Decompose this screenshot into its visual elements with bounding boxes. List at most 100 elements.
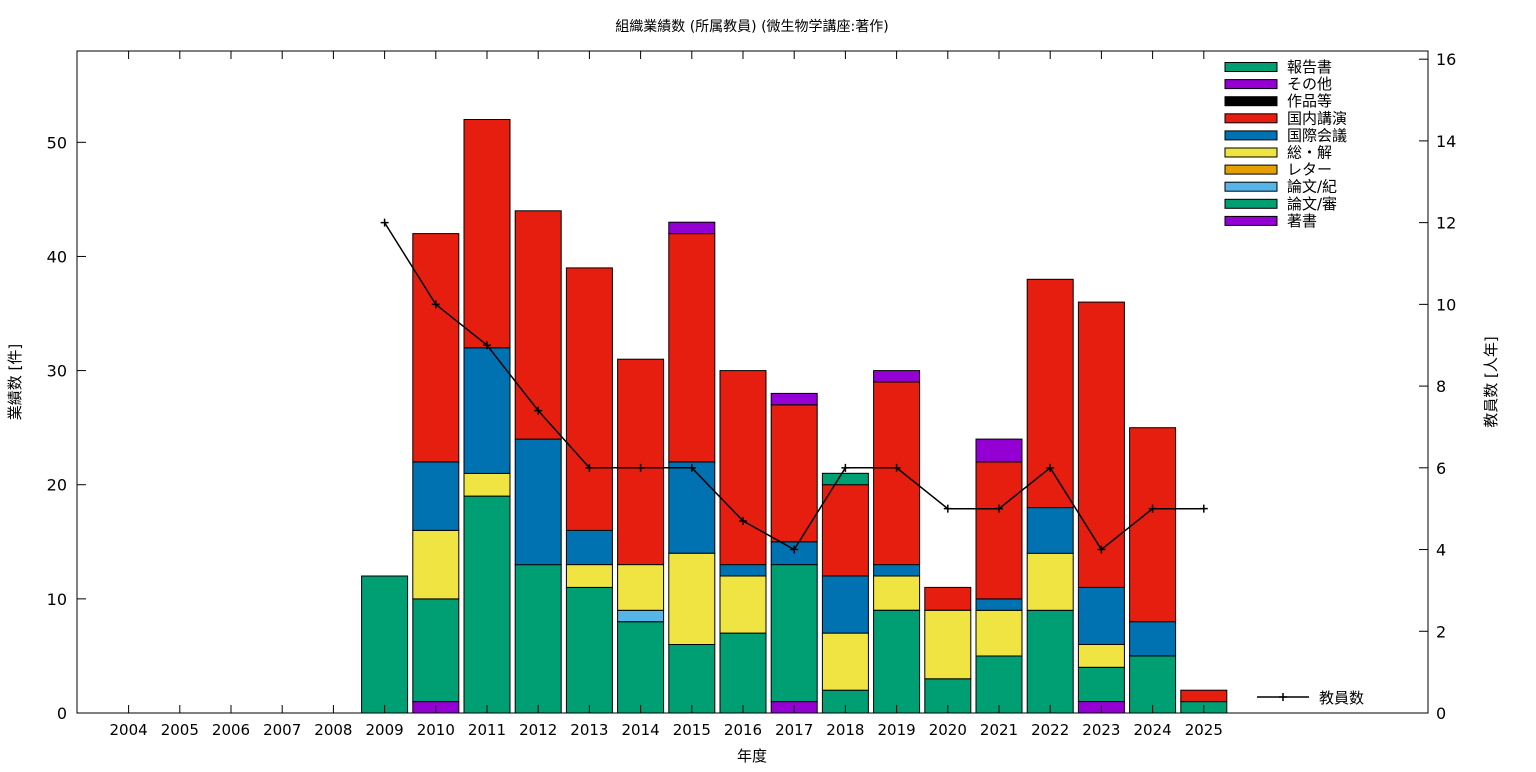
legend-label: 論文/審 xyxy=(1287,195,1337,213)
bar-segment-2015-6 xyxy=(668,233,716,463)
x-tick-label: 2014 xyxy=(622,721,660,739)
bar-segment-2015-5 xyxy=(668,461,716,554)
bar-segment-2023-6 xyxy=(1077,301,1125,588)
legend-label: 報告書 xyxy=(1287,58,1332,76)
faculty-point xyxy=(1046,463,1055,472)
x-tick-label: 2024 xyxy=(1134,721,1172,739)
y2-tick-label: 16 xyxy=(1436,50,1456,69)
bar-segment-2018-9 xyxy=(821,472,869,486)
x-tick-label: 2021 xyxy=(980,721,1018,739)
legend-line-label: 教員数 xyxy=(1319,689,1364,707)
bar-segment-2016-5 xyxy=(719,564,767,577)
bar-segment-2010-5 xyxy=(412,461,460,531)
faculty-point xyxy=(790,545,799,554)
x-tick-label: 2008 xyxy=(314,721,352,739)
bar-segment-2014-2 xyxy=(617,609,665,623)
faculty-point xyxy=(1199,504,1208,513)
x-tick-label: 2009 xyxy=(366,721,404,739)
bar-segment-2015-1 xyxy=(668,644,716,714)
legend-label: 著書 xyxy=(1287,212,1317,230)
bar-segment-2011-6 xyxy=(463,119,511,349)
faculty-point xyxy=(380,218,389,227)
bar-segment-2024-1 xyxy=(1129,655,1177,714)
legend-swatch xyxy=(1224,113,1278,124)
x-axis-label: 年度 xyxy=(737,747,767,765)
bar-segment-2009-1 xyxy=(361,575,409,714)
legend-label: その他 xyxy=(1287,75,1332,93)
faculty-point xyxy=(1148,504,1157,513)
legend-swatch xyxy=(1224,79,1278,90)
faculty-point xyxy=(841,463,850,472)
bar-segment-2019-1 xyxy=(873,609,921,714)
y2-tick-label: 14 xyxy=(1436,132,1456,151)
x-tick-label: 2025 xyxy=(1185,721,1223,739)
bar-segment-2021-5 xyxy=(975,598,1023,611)
y-tick-label: 50 xyxy=(47,133,67,152)
bar-segment-2023-5 xyxy=(1077,586,1125,646)
bar-segment-2020-4 xyxy=(924,609,972,680)
bar-segment-2012-5 xyxy=(514,438,562,566)
faculty-point xyxy=(1097,545,1106,554)
x-tick-label: 2022 xyxy=(1031,721,1069,739)
legend-label: 国際会議 xyxy=(1287,126,1347,144)
bar-segment-2016-6 xyxy=(719,370,767,566)
y2-axis-label: 教員数 [人年] xyxy=(1482,336,1500,427)
legend-line-marker xyxy=(1279,693,1287,701)
bar-segment-2011-4 xyxy=(463,472,511,497)
bar-segment-2020-6 xyxy=(924,586,972,611)
legend-swatch xyxy=(1224,62,1278,72)
legend-label: 国内講演 xyxy=(1287,109,1347,127)
bar-segment-2023-4 xyxy=(1077,644,1125,668)
faculty-point xyxy=(943,504,952,513)
bar-segment-2014-1 xyxy=(617,621,665,714)
bar-segment-2011-1 xyxy=(463,495,511,714)
bar-segment-2016-1 xyxy=(719,632,767,714)
y2-tick-label: 10 xyxy=(1436,295,1456,314)
legend-swatch xyxy=(1224,96,1278,107)
bar-segment-2016-4 xyxy=(719,575,767,634)
bar-segment-2019-5 xyxy=(873,564,921,577)
legend-swatch xyxy=(1224,164,1278,175)
y-tick-label: 40 xyxy=(47,247,67,266)
bar-segment-2025-6 xyxy=(1180,689,1228,703)
y2-tick-label: 4 xyxy=(1436,541,1446,560)
x-tick-label: 2013 xyxy=(570,721,608,739)
bar-segment-2010-1 xyxy=(412,598,460,703)
bar-segment-2010-6 xyxy=(412,233,460,463)
plot-frame xyxy=(76,50,1429,714)
faculty-point xyxy=(687,463,696,472)
bar-segment-2014-4 xyxy=(617,564,665,611)
legend-label: 総・解 xyxy=(1287,144,1332,162)
x-tick-label: 2010 xyxy=(417,721,455,739)
x-tick-label: 2016 xyxy=(724,721,762,739)
y-tick-label: 0 xyxy=(57,704,67,723)
x-tick-label: 2005 xyxy=(161,721,199,739)
bar-segment-2011-5 xyxy=(463,347,511,474)
chart-title: 組織業績数 (所属教員) (微生物学講座:著作) xyxy=(615,19,888,35)
y2-tick-label: 2 xyxy=(1436,622,1446,641)
y-axis-label: 業績数 [件] xyxy=(6,344,24,420)
y-tick-label: 30 xyxy=(47,362,67,381)
faculty-point xyxy=(534,406,543,415)
legend-swatch xyxy=(1224,147,1278,158)
x-tick-label: 2012 xyxy=(519,721,557,739)
bar-segment-2018-4 xyxy=(821,632,869,691)
legend-label: 論文/紀 xyxy=(1287,178,1337,196)
bar-segment-2015-4 xyxy=(668,552,716,646)
legend-label: レター xyxy=(1287,161,1332,179)
bar-segment-2012-1 xyxy=(514,564,562,714)
bar-segment-2015-8 xyxy=(668,221,716,235)
y2-tick-label: 6 xyxy=(1436,459,1446,478)
faculty-point xyxy=(892,463,901,472)
legend-label: 作品等 xyxy=(1287,92,1332,110)
bar-segment-2021-6 xyxy=(975,461,1023,600)
x-tick-label: 2004 xyxy=(110,721,148,739)
bar-segment-2022-6 xyxy=(1026,278,1074,509)
y2-tick-label: 8 xyxy=(1436,377,1446,396)
bar-segment-2019-4 xyxy=(873,575,921,611)
bar-segment-2023-1 xyxy=(1077,666,1125,702)
bar-segment-2022-1 xyxy=(1026,609,1074,714)
bar-segment-2019-6 xyxy=(873,381,921,566)
x-tick-label: 2020 xyxy=(929,721,967,739)
bar-segment-2024-5 xyxy=(1129,621,1177,657)
